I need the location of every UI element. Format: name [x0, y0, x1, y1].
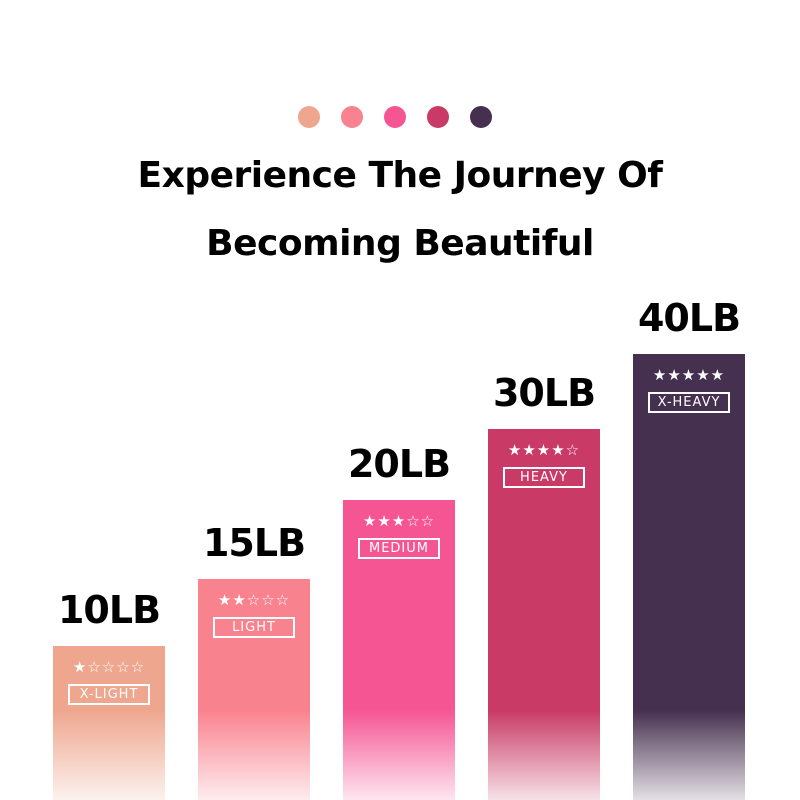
weight-label: 30LB — [492, 371, 596, 415]
level-badge: X-HEAVY — [648, 392, 730, 413]
band-bar: ★★★★☆ HEAVY — [488, 429, 600, 800]
color-dot — [384, 106, 406, 128]
weight-label: 20LB — [347, 442, 451, 486]
star-rating: ★★★★★ — [652, 366, 726, 384]
level-badge: HEAVY — [503, 467, 585, 488]
color-dot — [341, 106, 363, 128]
title-line-1: Experience The Journey Of — [137, 155, 663, 196]
title-line-2: Becoming Beautiful — [206, 223, 594, 264]
weight-label: 15LB — [202, 521, 306, 565]
star-rating: ★★★★☆ — [507, 441, 581, 459]
level-badge: X-LIGHT — [68, 684, 150, 705]
band-bar: ★☆☆☆☆ X-LIGHT — [53, 646, 165, 800]
weight-label: 10LB — [57, 588, 161, 632]
star-rating: ★★☆☆☆ — [217, 591, 291, 609]
level-badge: MEDIUM — [358, 538, 440, 559]
level-badge: LIGHT — [213, 617, 295, 638]
band-bar: ★★☆☆☆ LIGHT — [198, 579, 310, 800]
band-bar: ★★★☆☆ MEDIUM — [343, 500, 455, 800]
color-dot — [427, 106, 449, 128]
star-rating: ★☆☆☆☆ — [72, 658, 146, 676]
weight-label: 40LB — [637, 296, 741, 340]
color-dots — [298, 106, 492, 128]
color-dot — [470, 106, 492, 128]
star-rating: ★★★☆☆ — [362, 512, 436, 530]
band-bar: ★★★★★ X-HEAVY — [633, 354, 745, 800]
color-dot — [298, 106, 320, 128]
